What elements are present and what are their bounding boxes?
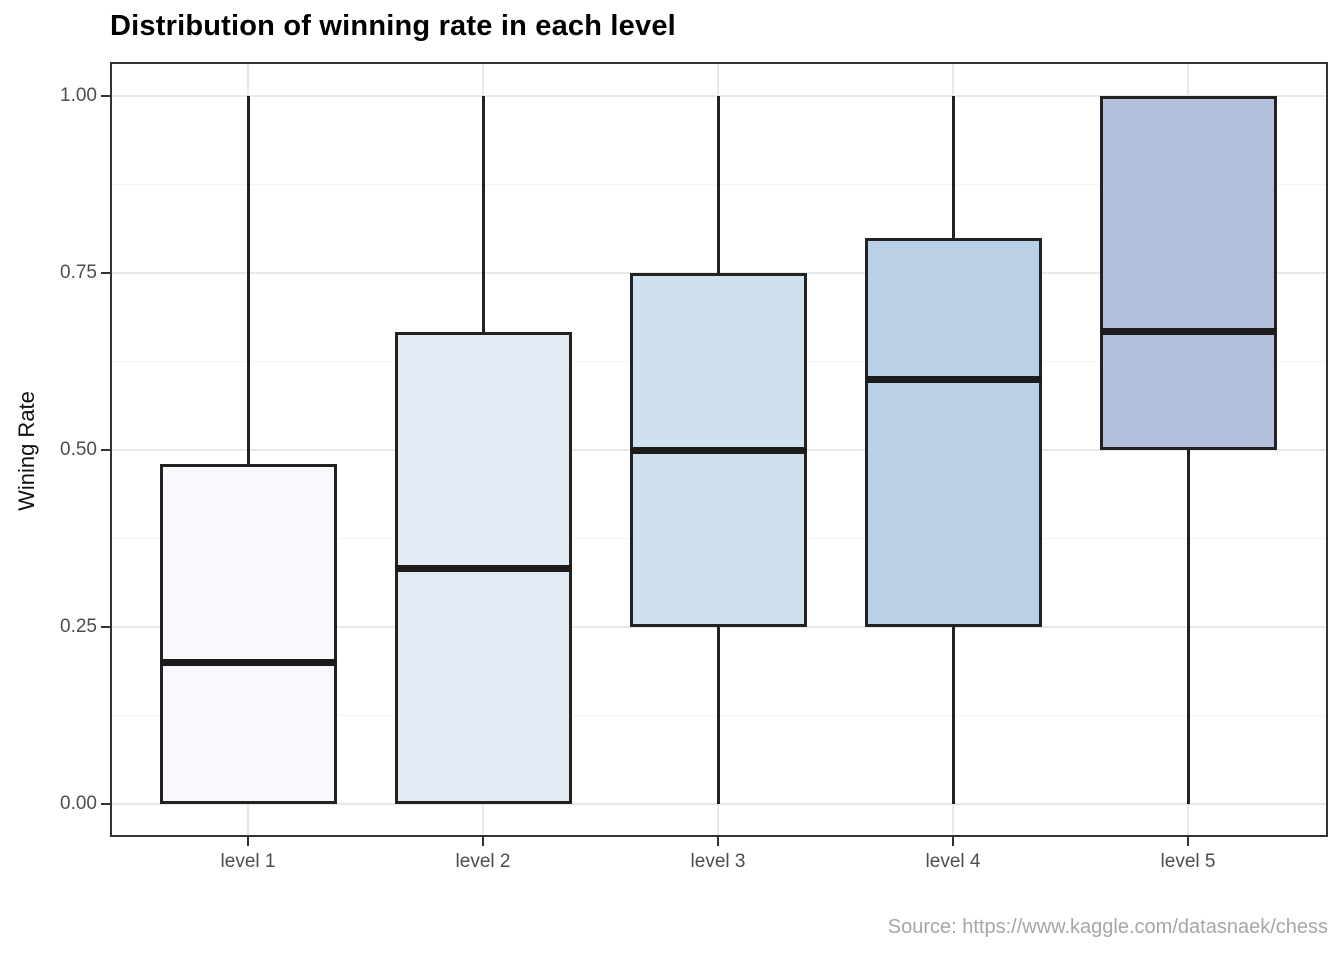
y-tick-label: 1.00 xyxy=(60,85,97,106)
upper-whisker xyxy=(951,96,955,238)
y-axis-tick xyxy=(101,626,110,628)
x-axis-tick xyxy=(952,837,954,846)
gridline-major-h xyxy=(110,803,1328,805)
upper-whisker xyxy=(481,96,485,332)
y-axis-tick xyxy=(101,449,110,451)
median-line xyxy=(159,658,337,666)
lower-whisker xyxy=(951,627,955,804)
x-axis-tick xyxy=(482,837,484,846)
x-tick-label: level 3 xyxy=(690,851,746,872)
lower-whisker xyxy=(1186,450,1190,804)
median-line xyxy=(1099,328,1277,336)
median-line xyxy=(864,375,1042,383)
y-tick-label: 0.00 xyxy=(60,793,97,814)
x-axis-tick xyxy=(1187,837,1189,846)
y-axis-tick xyxy=(101,95,110,97)
lower-whisker xyxy=(716,627,720,804)
plot-panel xyxy=(110,62,1328,837)
y-tick-label: 0.25 xyxy=(60,616,97,637)
median-line xyxy=(629,446,807,454)
source-caption: Source: https://www.kaggle.com/datasnaek… xyxy=(887,916,1328,938)
median-line xyxy=(394,564,572,572)
upper-whisker xyxy=(716,96,720,273)
y-axis-title: Wining Rate xyxy=(14,391,39,511)
y-tick-label: 0.50 xyxy=(60,439,97,460)
y-tick-label: 0.75 xyxy=(60,262,97,283)
x-axis-tick xyxy=(717,837,719,846)
iqr-box xyxy=(1099,96,1277,450)
x-tick-label: level 5 xyxy=(1160,851,1216,872)
x-tick-label: level 2 xyxy=(455,851,511,872)
x-axis-tick xyxy=(247,837,249,846)
x-tick-label: level 4 xyxy=(925,851,981,872)
y-axis-tick xyxy=(101,272,110,274)
y-axis-tick xyxy=(101,803,110,805)
iqr-box xyxy=(864,237,1042,627)
iqr-box xyxy=(159,464,337,804)
chart-title: Distribution of winning rate in each lev… xyxy=(110,10,676,42)
x-tick-label: level 1 xyxy=(220,851,276,872)
upper-whisker xyxy=(246,96,250,465)
